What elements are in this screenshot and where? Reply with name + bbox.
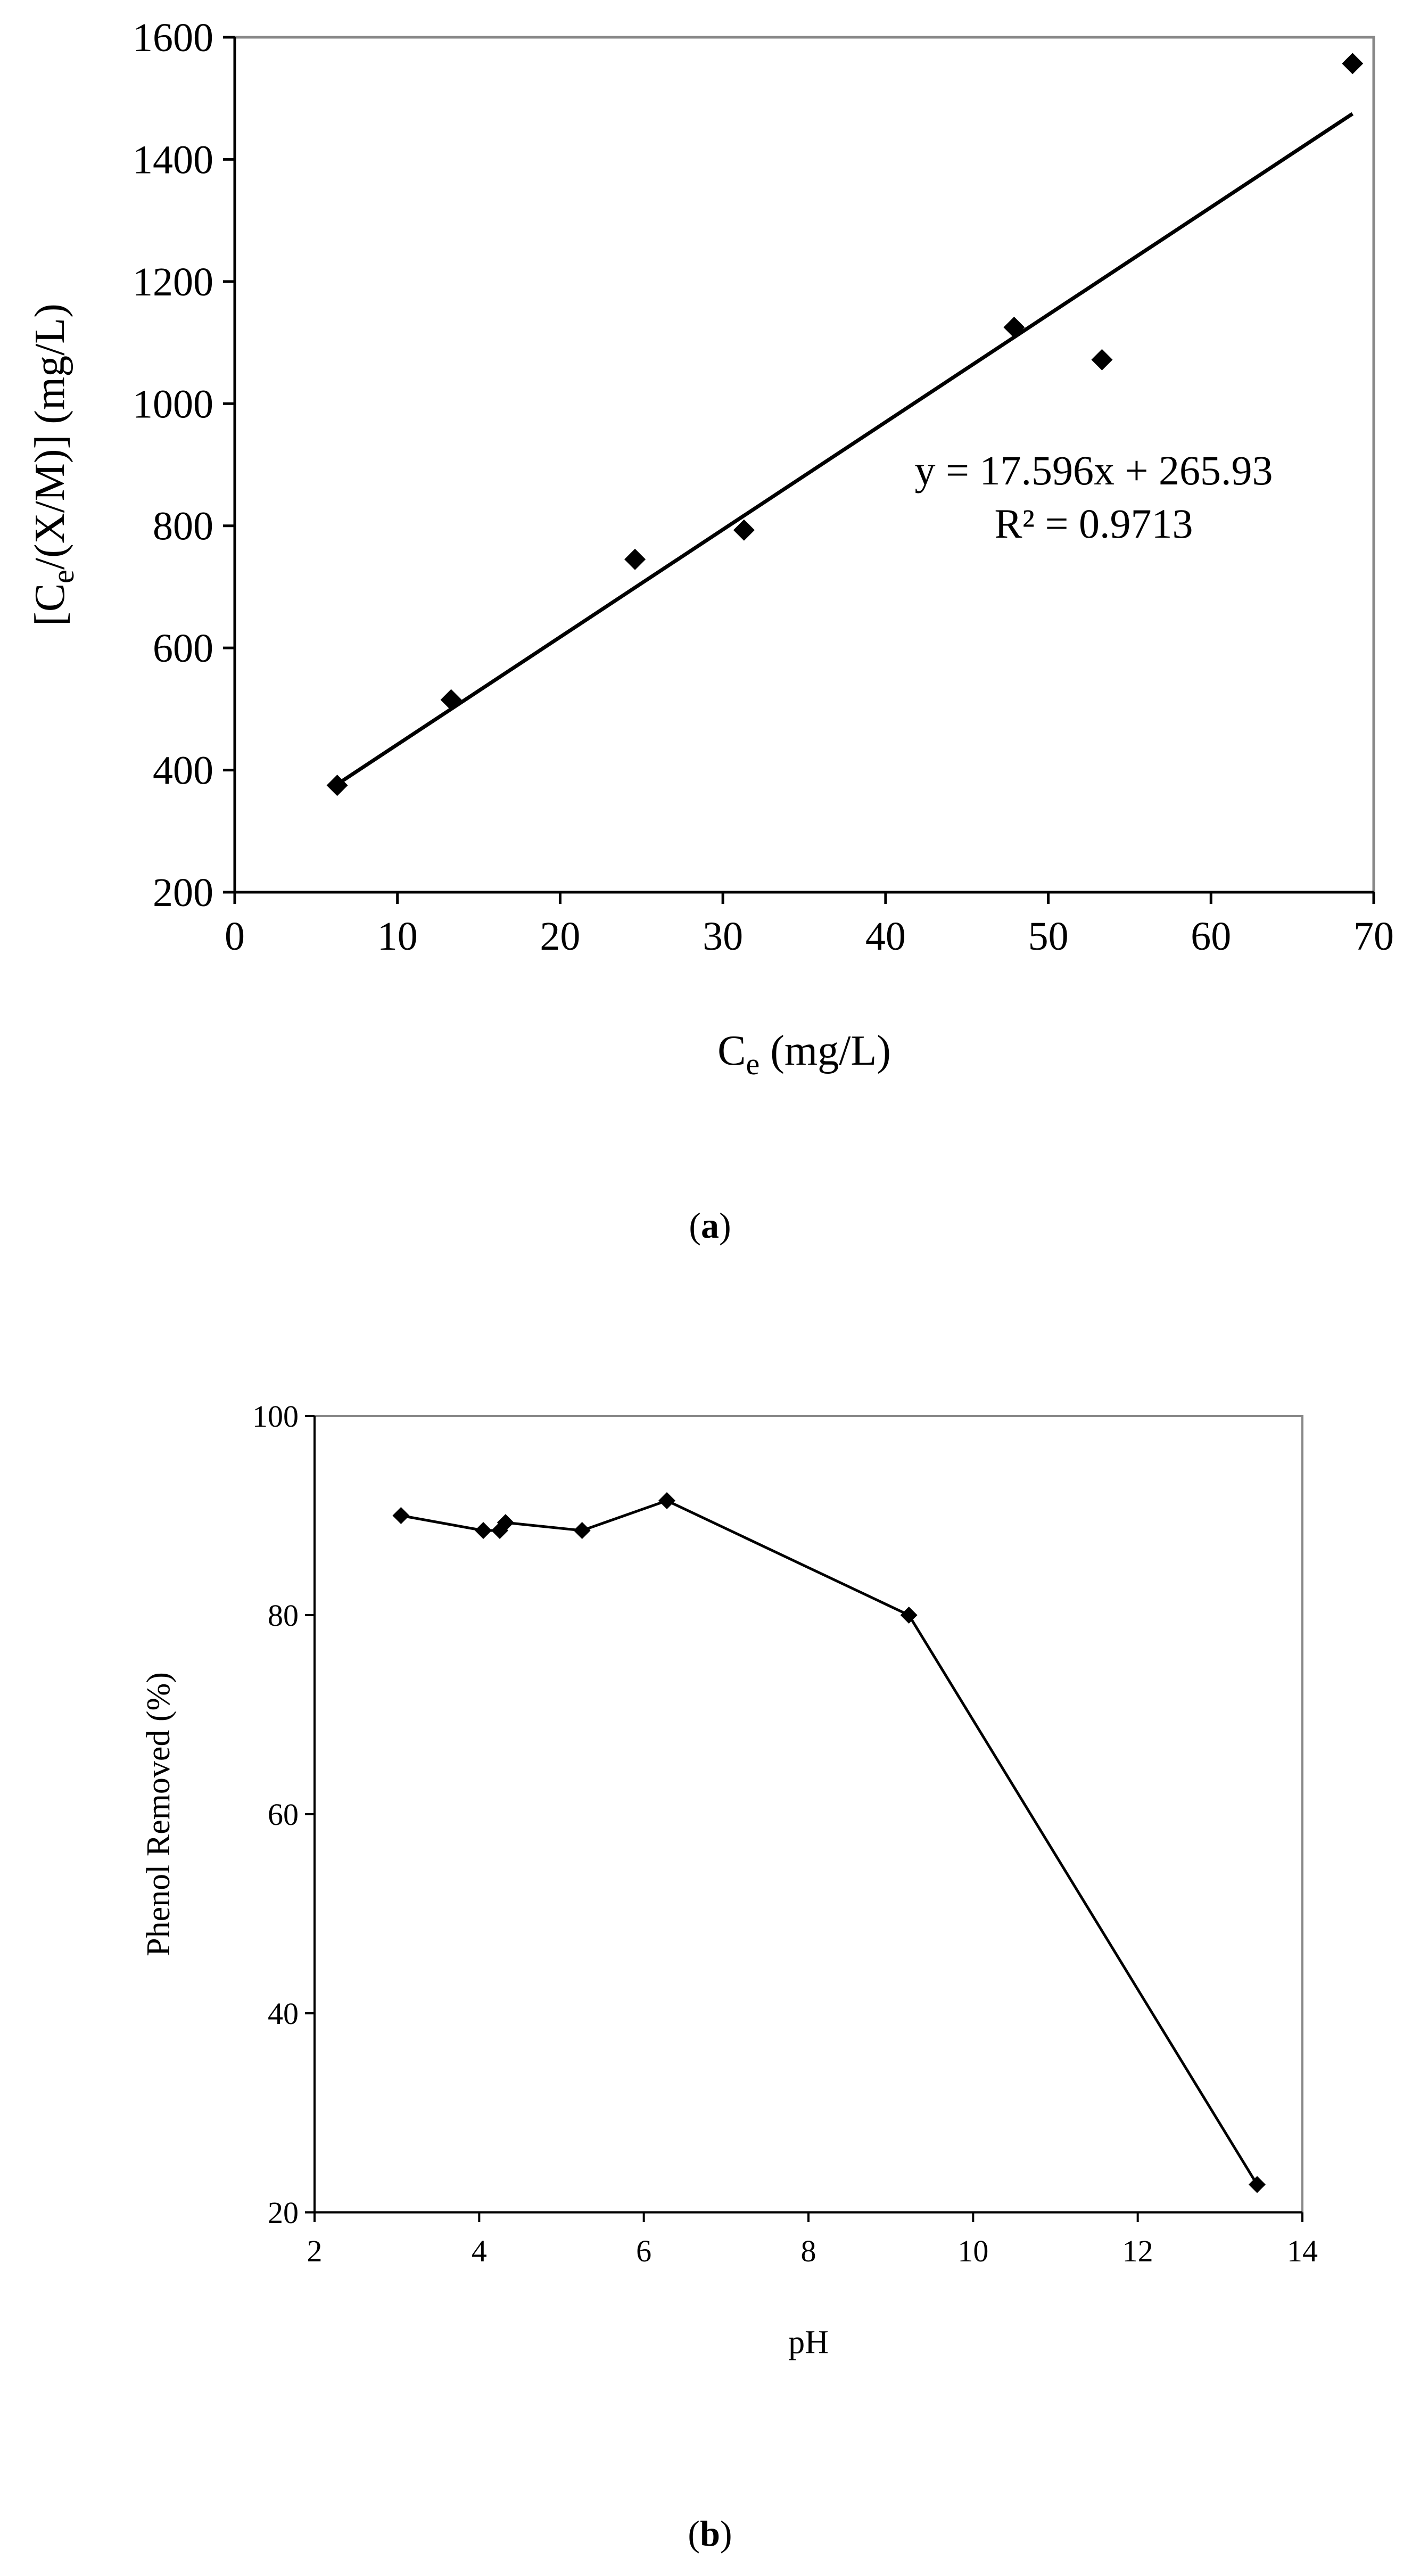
panel-a-x-tick-label: 70: [1353, 914, 1394, 959]
panel-b-x-tick-label: 8: [801, 2234, 816, 2268]
panel-a-caption: (a): [689, 1205, 731, 1246]
panel-b-x-tick-label: 4: [472, 2234, 487, 2268]
panel-b-x-tick-label: 2: [307, 2234, 323, 2268]
panel-a-x-tick-label: 50: [1028, 914, 1069, 959]
panel-b-data-point: [573, 1522, 591, 1540]
panel-b-data-point: [658, 1492, 675, 1509]
panel-b-x-axis-title: pH: [788, 2324, 829, 2360]
panel-b-ticks: 2 4 6 8 10 12 14 20 40 60 80 100: [252, 1399, 1318, 2268]
panel-a-y-tick-label: 1000: [133, 382, 213, 426]
panel-b-x-tick-label: 10: [957, 2234, 988, 2268]
panel-a-trendline-equation: y = 17.596x + 265.93: [915, 447, 1273, 493]
panel-a-trendline-r2: R² = 0.9713: [995, 500, 1193, 547]
panel-a-y-axis-title: [Ce/(X/M)] (mg/L): [27, 303, 80, 626]
panel-b-chart: 2 4 6 8 10 12 14 20 40 60 80 100 pH Phenol Removed …: [141, 1399, 1318, 2554]
panel-b-data-point: [1248, 2176, 1266, 2193]
panel-a-chart: 0 10 20 30 40 50 60 70 200 400 600 800 1000 1200 1400 1…: [27, 15, 1394, 1246]
panel-a-trendline-group: [336, 112, 1354, 786]
panel-b-y-tick-label: 100: [252, 1399, 299, 1434]
panel-a-x-tick-label: 30: [703, 914, 743, 959]
panel-a-x-tick-label: 0: [225, 914, 245, 959]
panel-a-y-tick-label: 200: [153, 870, 213, 915]
panel-a-y-tick-label: 1600: [133, 15, 213, 60]
panel-b-y-tick-label: 40: [268, 1996, 299, 2031]
panel-a-data-point: [1342, 53, 1364, 75]
panel-a-data-point: [440, 689, 462, 711]
panel-b-data-points: [392, 1492, 1266, 2193]
panel-b-series-line-group: [400, 1499, 1259, 2185]
panel-b-x-tick-label: 6: [636, 2234, 651, 2268]
panel-a-x-tick-label: 60: [1191, 914, 1231, 959]
panel-b-data-point: [900, 1607, 918, 1624]
panel-a-trendline: [336, 112, 1354, 786]
panel-a-data-point: [733, 519, 755, 541]
panel-b-plot-area: [313, 1415, 1303, 2213]
panel-a-data-point: [624, 548, 646, 570]
panel-a-y-tick-label: 1400: [133, 137, 213, 182]
panel-a-y-tick-label: 600: [153, 626, 213, 671]
panel-a-data-point: [1003, 316, 1025, 338]
panel-b-caption: (b): [688, 2513, 732, 2554]
panel-a-y-tick-label: 800: [153, 504, 213, 549]
panel-a-x-axis-title: Ce (mg/L): [717, 1027, 891, 1081]
panel-b-data-point: [497, 1514, 514, 1532]
panel-a-data-points: [326, 53, 1364, 796]
panel-a-x-tick-label: 10: [377, 914, 418, 959]
panel-a-y-tick-label: 400: [153, 748, 213, 793]
panel-a-data-point: [1091, 349, 1113, 371]
panel-b-series-line: [400, 1499, 1259, 2185]
panel-b-x-tick-label: 14: [1287, 2234, 1318, 2268]
panel-b-y-tick-label: 80: [268, 1598, 299, 1633]
panel-b-y-tick-label: 20: [268, 2195, 299, 2230]
panel-b-data-point: [392, 1507, 410, 1524]
panel-a-x-tick-label: 20: [540, 914, 580, 959]
panel-a-y-tick-label: 1200: [133, 260, 213, 304]
panel-b-y-axis-title: Phenol Removed (%): [141, 1672, 177, 1956]
panel-b-x-tick-label: 12: [1122, 2234, 1153, 2268]
panel-b-data-point: [475, 1522, 492, 1540]
panel-a-ticks: 0 10 20 30 40 50 60 70 200 400 600 800 1000 1200 1400 1…: [133, 15, 1394, 959]
panel-a-x-tick-label: 40: [865, 914, 906, 959]
panel-a-data-point: [326, 775, 348, 796]
panel-b-y-tick-label: 60: [268, 1797, 299, 1832]
